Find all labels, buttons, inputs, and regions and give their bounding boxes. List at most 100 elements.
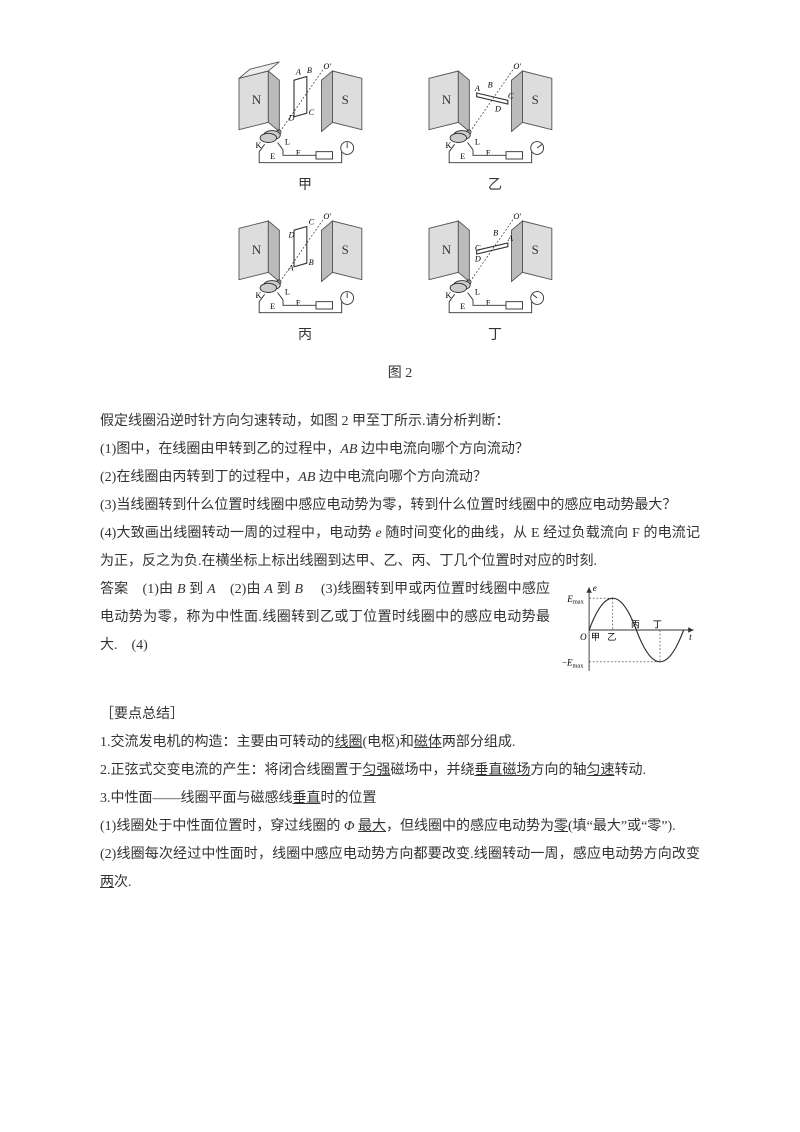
kp2-e: 方向的轴 <box>531 763 587 778</box>
svg-text:S: S <box>532 243 539 257</box>
q2-a: (2)在线圈由丙转到丁的过程中， <box>100 470 298 485</box>
svg-text:D: D <box>474 254 481 263</box>
graph-ding: 丁 <box>653 619 662 629</box>
q1-ab: AB <box>340 442 357 457</box>
kp3-2-c: 次. <box>114 875 132 890</box>
kp3: 3.中性面——线圈平面与磁感线垂直时的位置 <box>100 785 700 813</box>
svg-text:F: F <box>486 148 491 157</box>
svg-text:E: E <box>460 152 465 161</box>
svg-text:C: C <box>508 92 514 101</box>
kp1-b: 线圈 <box>335 735 363 750</box>
svg-text:S: S <box>532 93 539 107</box>
svg-text:O′: O′ <box>323 62 331 71</box>
kp1-d: 磁体 <box>414 735 442 750</box>
kp3-1-f: 零 <box>554 819 568 834</box>
q4: (4)大致画出线圈转动一周的过程中，电动势 e 随时间变化的曲线，从 E 经过负… <box>100 520 700 576</box>
svg-text:L: L <box>285 137 290 146</box>
graph-jia: 甲 <box>591 632 600 642</box>
svg-text:K: K <box>446 291 452 300</box>
intro-text: 假定线圈沿逆时针方向匀速转动，如图 2 甲至丁所示.请分析判断： <box>100 408 700 436</box>
answer: 答案 (1)由 B 到 A (2)由 A 到 B e Emax −Emax O … <box>100 576 700 660</box>
svg-text:Emax: Emax <box>566 594 584 606</box>
svg-text:C: C <box>309 108 315 117</box>
svg-text:A: A <box>288 264 295 273</box>
svg-text:−Emax: −Emax <box>562 657 584 669</box>
kp1-a: 1.交流发电机的构造：主要由可转动的 <box>100 735 335 750</box>
kp2-b: 匀强 <box>363 763 391 778</box>
figure-row-1: N S A B C D O′ O <box>100 60 700 200</box>
sub-label-yi: 乙 <box>488 172 502 200</box>
figure-ding: N S A B C D O′ O <box>420 210 570 350</box>
svg-text:D: D <box>288 231 295 240</box>
kp3-a: 3.中性面——线圈平面与磁感线 <box>100 791 293 806</box>
q1-c: 边中电流向哪个方向流动？ <box>357 442 529 457</box>
svg-text:F: F <box>296 298 301 307</box>
diagram-yi: N S A B C D O′ O <box>420 60 570 170</box>
diagram-bing: N S C D A B O′ O <box>230 210 380 320</box>
svg-text:L: L <box>475 287 480 296</box>
sub-label-jia: 甲 <box>298 172 312 200</box>
sub-label-bing: 丙 <box>298 322 312 350</box>
diagram-jia: N S A B C D O′ O <box>230 60 380 170</box>
svg-text:A: A <box>507 234 514 243</box>
kp3-2-a: (2)线圈每次经过中性面时，线圈中感应电动势方向都要改变.线圈转动一周，感应电动… <box>100 847 700 862</box>
kp2: 2.正弦式交变电流的产生：将闭合线圈置于匀强磁场中，并绕垂直磁场方向的轴匀速转动… <box>100 757 700 785</box>
figure-2: N S A B C D O′ O <box>100 60 700 388</box>
svg-text:E: E <box>270 152 275 161</box>
kp3-1-a: (1)线圈处于中性面位置时，穿过线圈的 <box>100 819 344 834</box>
svg-text:A: A <box>474 84 481 93</box>
svg-text:K: K <box>256 291 262 300</box>
svg-text:L: L <box>285 287 290 296</box>
svg-text:O′: O′ <box>513 62 521 71</box>
q2: (2)在线圈由丙转到丁的过程中，AB 边中电流向哪个方向流动？ <box>100 464 700 492</box>
svg-text:O: O <box>580 632 587 642</box>
kp3-c: 时的位置 <box>321 791 377 806</box>
q1: (1)图中，在线圈由甲转到乙的过程中，AB 边中电流向哪个方向流动？ <box>100 436 700 464</box>
keypoints-head: ［要点总结］ <box>100 701 700 729</box>
ans-a: 答案 (1)由 <box>100 582 177 597</box>
svg-text:E: E <box>270 302 275 311</box>
ans-h: B <box>295 582 304 597</box>
sine-graph: e Emax −Emax O t 甲 乙 丙 丁 <box>560 580 700 691</box>
svg-text:F: F <box>296 148 301 157</box>
kp1-e: 两部分组成. <box>442 735 516 750</box>
graph-bing: 丙 <box>631 619 640 629</box>
svg-text:K: K <box>256 141 262 150</box>
ans-d: A <box>207 582 216 597</box>
svg-text:E: E <box>460 302 465 311</box>
svg-text:N: N <box>252 93 261 107</box>
ans-e: (2)由 <box>216 582 265 597</box>
svg-text:B: B <box>309 258 314 267</box>
q4-a: (4)大致画出线圈转动一周的过程中，电动势 <box>100 526 376 541</box>
figure-bing: N S C D A B O′ O <box>230 210 380 350</box>
svg-text:D: D <box>494 104 501 113</box>
kp3-1-e: ，但线圈中的感应电动势为 <box>386 819 554 834</box>
kp3-1-g: (填“最大”或“零”). <box>568 819 676 834</box>
figure-caption: 图 2 <box>100 360 700 388</box>
kp2-f: 匀速 <box>587 763 615 778</box>
svg-text:B: B <box>493 229 498 238</box>
svg-text:B: B <box>307 66 312 75</box>
svg-text:O′: O′ <box>323 212 331 221</box>
kp3-1-b: Φ <box>344 819 355 834</box>
svg-text:A: A <box>295 68 302 77</box>
svg-text:e: e <box>593 583 597 593</box>
ans-g: 到 <box>273 582 295 597</box>
svg-text:B: B <box>488 81 493 90</box>
kp2-c: 磁场中，并绕 <box>391 763 475 778</box>
kp2-d: 垂直磁场 <box>475 763 531 778</box>
svg-text:D: D <box>288 114 295 123</box>
svg-text:K: K <box>446 141 452 150</box>
kp1: 1.交流发电机的构造：主要由可转动的线圈(电枢)和磁体两部分组成. <box>100 729 700 757</box>
ans-c: 到 <box>186 582 208 597</box>
figure-yi: N S A B C D O′ O <box>420 60 570 200</box>
svg-text:F: F <box>486 298 491 307</box>
svg-text:O′: O′ <box>513 212 521 221</box>
svg-text:t: t <box>689 632 692 642</box>
svg-text:N: N <box>442 243 451 257</box>
ans-f: A <box>264 582 273 597</box>
figure-row-2: N S C D A B O′ O <box>100 210 700 350</box>
kp1-c: (电枢)和 <box>363 735 414 750</box>
kp3-1-d: 最大 <box>358 819 386 834</box>
svg-text:S: S <box>342 243 349 257</box>
